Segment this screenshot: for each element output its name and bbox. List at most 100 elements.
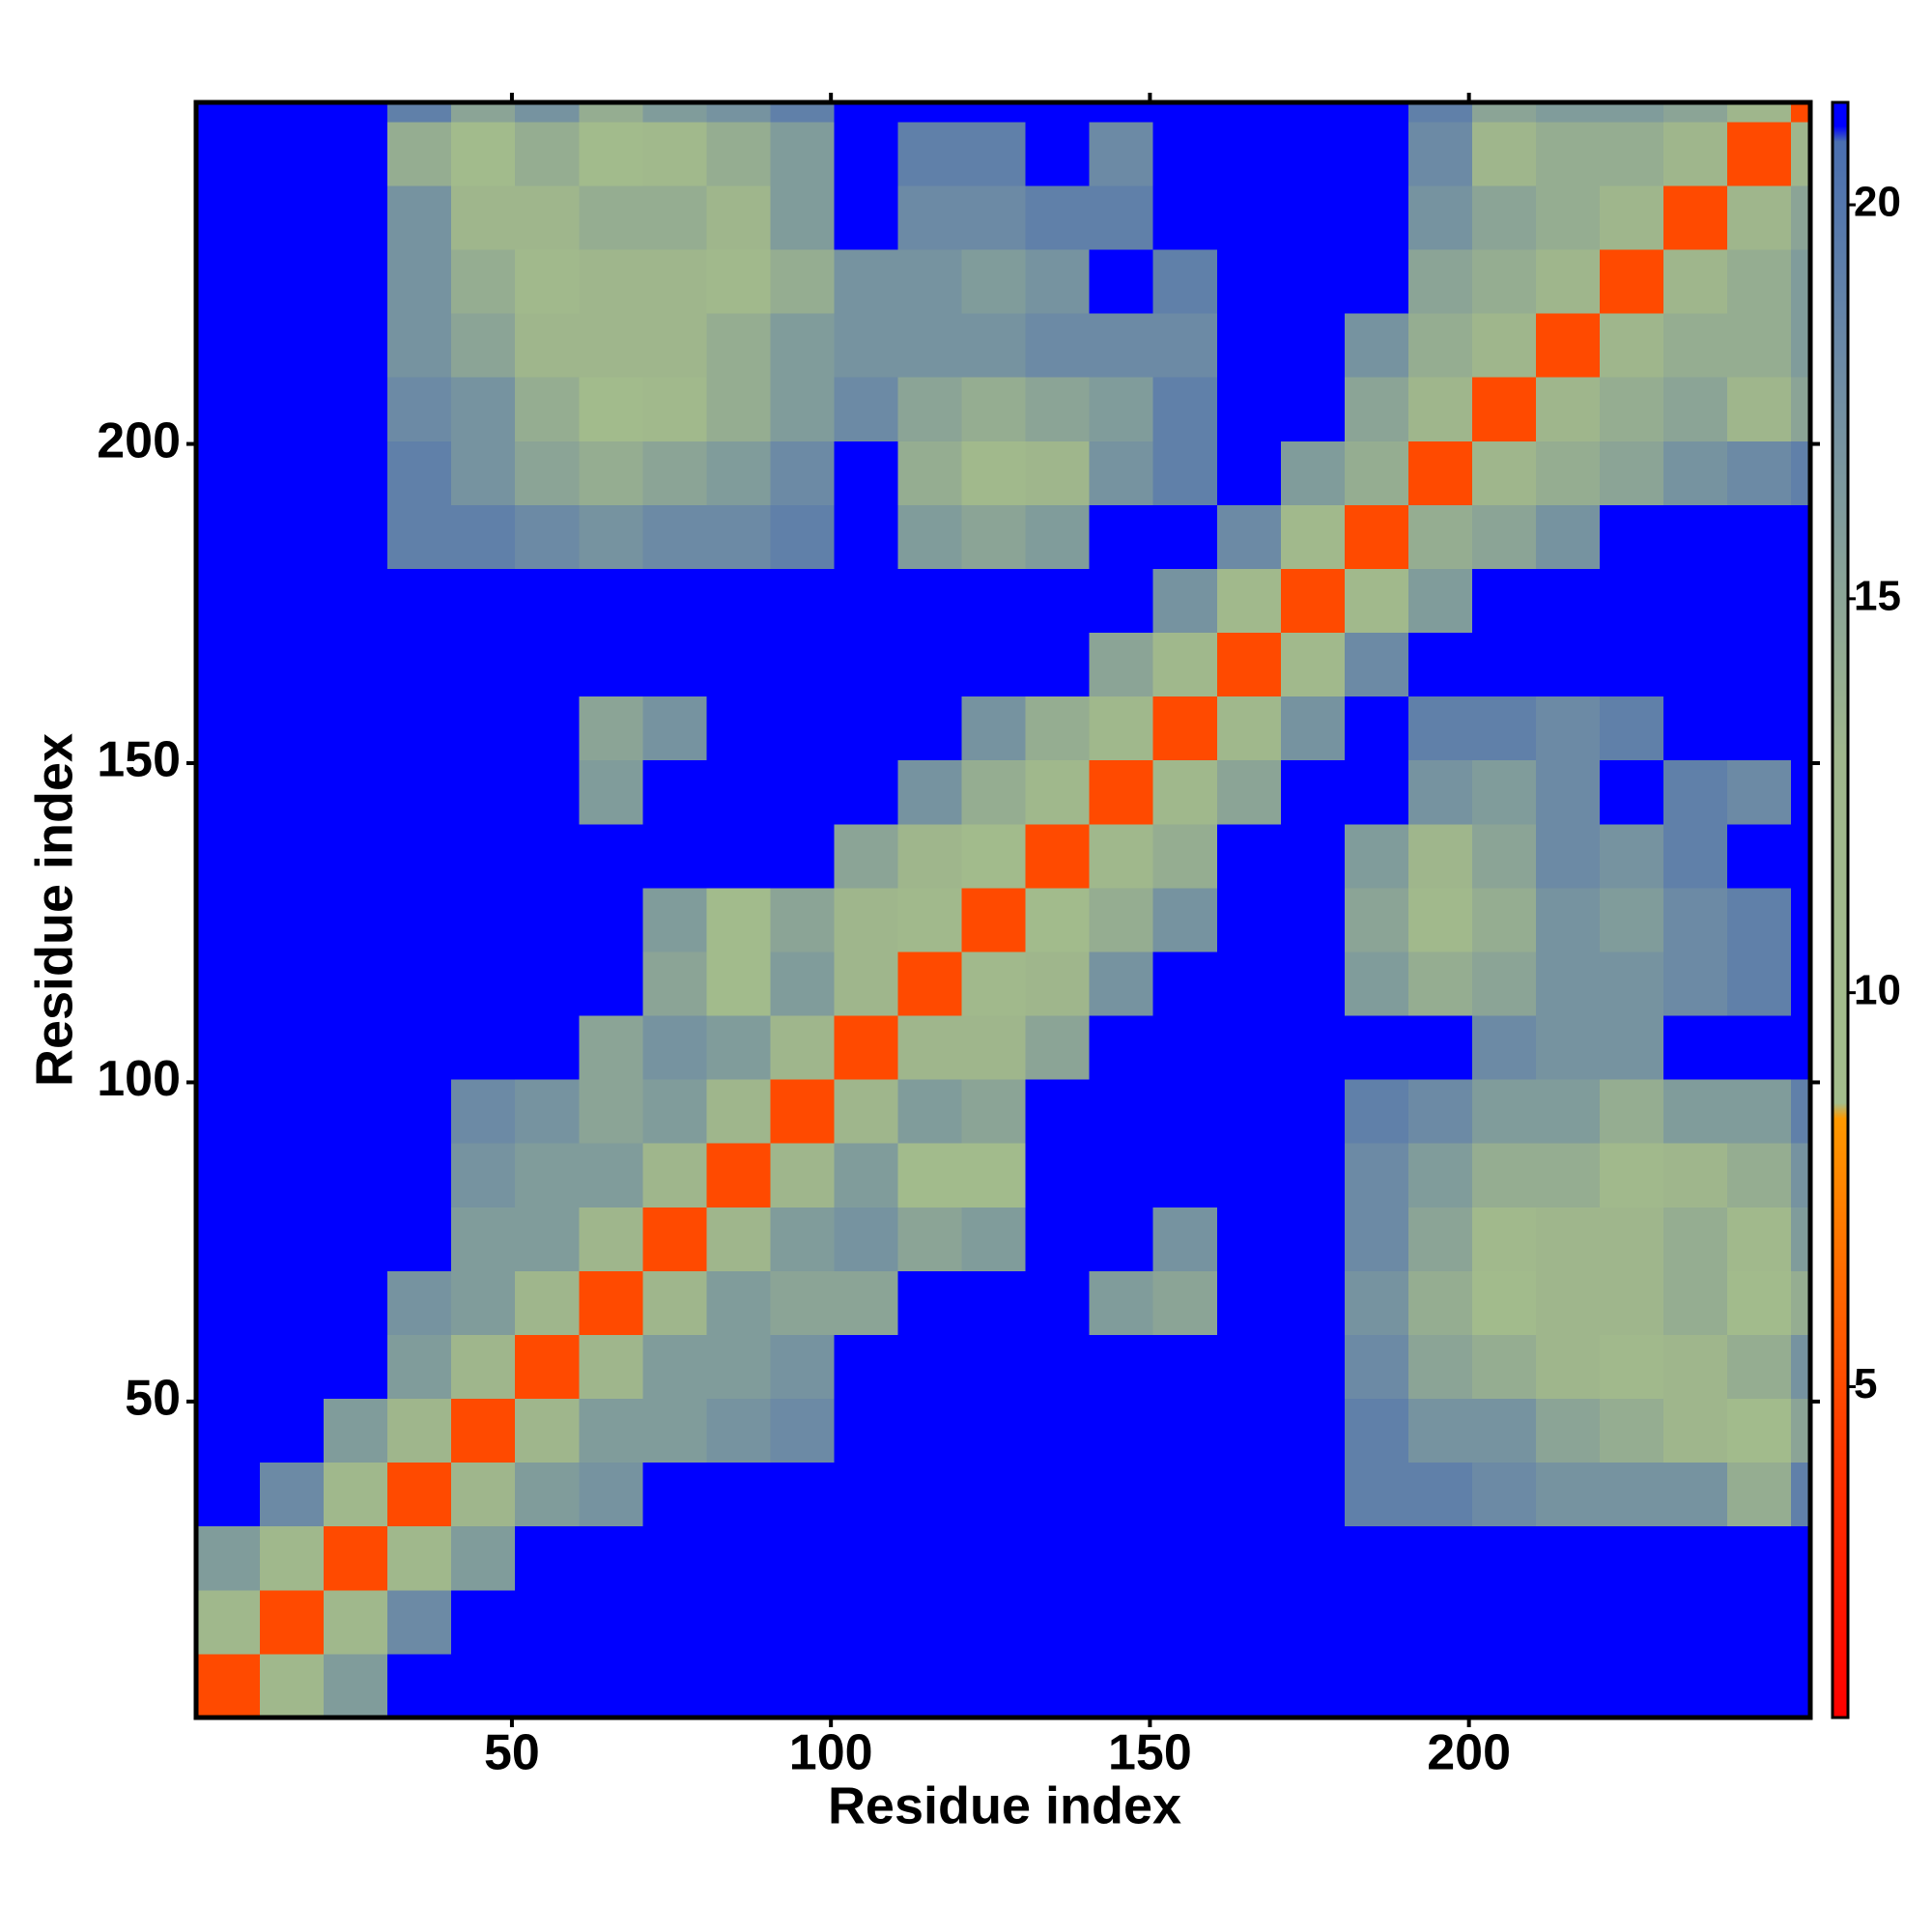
- heatmap-cell: [834, 1079, 899, 1144]
- heatmap-cell: [515, 887, 580, 952]
- heatmap-cell: [260, 440, 325, 505]
- heatmap-cell: [1471, 377, 1537, 441]
- heatmap-cell: [961, 951, 1027, 1016]
- heatmap-cell: [1025, 1589, 1091, 1655]
- heatmap-cell: [1471, 759, 1537, 825]
- heatmap-cell: [706, 504, 771, 569]
- heatmap-cell: [1727, 1143, 1792, 1208]
- heatmap-cell: [387, 1653, 452, 1719]
- heatmap-cell: [579, 440, 643, 505]
- heatmap-cell: [834, 504, 899, 569]
- heatmap-cell: [324, 1525, 388, 1591]
- heatmap-cell: [1216, 1525, 1282, 1591]
- heatmap-cell: [260, 249, 325, 314]
- heatmap-cell: [387, 1079, 452, 1144]
- heatmap-cell: [1152, 632, 1218, 697]
- heatmap-cell: [260, 887, 325, 952]
- heatmap-cell: [1727, 823, 1792, 889]
- heatmap-cell: [1663, 1270, 1728, 1335]
- heatmap-cell: [1600, 759, 1664, 825]
- heatmap-cell: [1407, 377, 1473, 441]
- heatmap-cell: [706, 102, 771, 123]
- heatmap-cell: [1663, 121, 1728, 186]
- heatmap-cell: [897, 121, 963, 186]
- heatmap-cell: [770, 1015, 835, 1080]
- heatmap-cell: [324, 249, 388, 314]
- heatmap-cell: [1025, 696, 1091, 761]
- heatmap-cell: [1663, 1525, 1728, 1591]
- heatmap-cell: [1344, 1462, 1409, 1527]
- heatmap-cell: [1280, 759, 1346, 825]
- heatmap-cell: [260, 377, 325, 441]
- heatmap-cell: [642, 185, 707, 250]
- heatmap-cell: [260, 1589, 325, 1655]
- heatmap-cell: [834, 887, 899, 952]
- heatmap-cell: [1663, 568, 1728, 634]
- heatmap-cell: [770, 1334, 835, 1400]
- heatmap-cell: [451, 1015, 516, 1080]
- heatmap-cell: [770, 759, 835, 825]
- heatmap-cell: [1727, 632, 1792, 697]
- heatmap-cell: [451, 887, 516, 952]
- heatmap-cell: [515, 823, 580, 889]
- heatmap-cell: [260, 1525, 325, 1591]
- heatmap-cell: [451, 185, 516, 250]
- heatmap-cell: [1471, 121, 1537, 186]
- heatmap-cell: [1152, 823, 1218, 889]
- heatmap-cell: [1727, 185, 1792, 250]
- heatmap-cell: [1216, 887, 1282, 952]
- heatmap-cell: [324, 440, 388, 505]
- heatmap-cell: [1471, 440, 1537, 505]
- heatmap-cell: [324, 313, 388, 378]
- heatmap: [196, 102, 1811, 1719]
- x-tick-label: 50: [484, 1725, 540, 1781]
- heatmap-cell: [642, 951, 707, 1016]
- heatmap-cell: [324, 1398, 388, 1463]
- heatmap-cell: [642, 440, 707, 505]
- heatmap-cell: [642, 1270, 707, 1335]
- heatmap-cell: [1025, 951, 1091, 1016]
- heatmap-cell: [770, 1270, 835, 1335]
- heatmap-cell: [1663, 1015, 1728, 1080]
- heatmap-cell: [1791, 1143, 1811, 1208]
- heatmap-cell: [260, 1143, 325, 1208]
- heatmap-cell: [1663, 249, 1728, 314]
- heatmap-cell: [451, 1143, 516, 1208]
- heatmap-cell: [1727, 1079, 1792, 1144]
- heatmap-cell: [1535, 1525, 1601, 1591]
- heatmap-cell: [1152, 102, 1218, 123]
- heatmap-cell: [579, 313, 643, 378]
- heatmap-cell: [196, 1398, 261, 1463]
- heatmap-cell: [1216, 102, 1282, 123]
- heatmap-cell: [1407, 185, 1473, 250]
- heatmap-cell: [706, 1462, 771, 1527]
- heatmap-cell: [1407, 1079, 1473, 1144]
- heatmap-cell: [579, 951, 643, 1016]
- heatmap-cell: [1407, 1653, 1473, 1719]
- heatmap-cell: [1280, 1079, 1346, 1144]
- heatmap-cell: [1089, 696, 1154, 761]
- heatmap-cell: [1344, 1653, 1409, 1719]
- heatmap-cell: [770, 568, 835, 634]
- heatmap-cell: [1216, 1270, 1282, 1335]
- heatmap-cell: [1344, 568, 1409, 634]
- heatmap-cell: [1280, 1525, 1346, 1591]
- heatmap-cell: [1471, 1207, 1537, 1271]
- heatmap-cell: [260, 121, 325, 186]
- heatmap-cell: [834, 313, 899, 378]
- heatmap-cell: [1407, 504, 1473, 569]
- heatmap-cell: [1600, 1270, 1664, 1335]
- heatmap-cell: [515, 1143, 580, 1208]
- heatmap-cell: [1407, 1207, 1473, 1271]
- heatmap-cell: [1791, 759, 1811, 825]
- heatmap-cell: [1535, 249, 1601, 314]
- heatmap-cell: [834, 696, 899, 761]
- heatmap-cell: [1471, 313, 1537, 378]
- heatmap-cell: [1535, 504, 1601, 569]
- heatmap-cell: [1471, 1079, 1537, 1144]
- heatmap-cell: [579, 1015, 643, 1080]
- heatmap-cell: [1089, 887, 1154, 952]
- heatmap-cell: [1344, 102, 1409, 123]
- heatmap-cell: [451, 1589, 516, 1655]
- heatmap-cell: [1280, 377, 1346, 441]
